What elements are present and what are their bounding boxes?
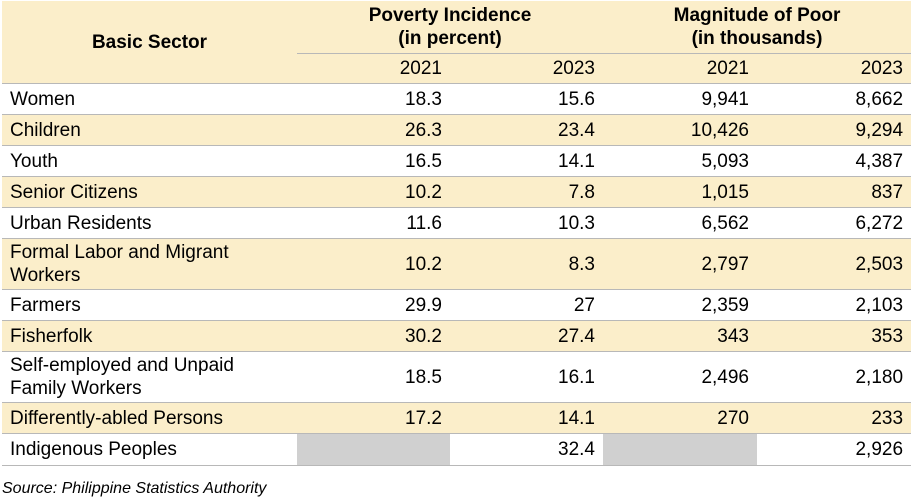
value-cell: 16.1	[450, 351, 603, 403]
value-cell: 10.3	[450, 207, 603, 239]
table-row: Youth 16.5 14.1 5,093 4,387	[2, 145, 912, 177]
year-header: 2021	[603, 53, 757, 84]
value-cell: 9,941	[603, 83, 757, 115]
value-cell: 6,562	[603, 207, 757, 239]
table-row: Senior Citizens 10.2 7.8 1,015 837	[2, 176, 912, 208]
header-row: Basic Sector Poverty Incidence (in perce…	[2, 1, 912, 84]
magnitude-of-poor-title: Magnitude of Poor	[673, 5, 841, 26]
value-cell: 27	[450, 289, 603, 321]
value-cell: 18.5	[297, 351, 450, 403]
poverty-incidence-header: Poverty Incidence (in percent)	[297, 1, 603, 54]
year-header: 2023	[450, 53, 603, 84]
sector-cell: Self-employed and Unpaid Family Workers	[2, 351, 297, 403]
value-cell: 6,272	[757, 207, 912, 239]
value-cell: 8.3	[450, 238, 603, 290]
value-cell: 26.3	[297, 114, 450, 146]
year-row: 2021 2023 2021 2023	[2, 53, 912, 84]
value-cell: 9,294	[757, 114, 912, 146]
not-available-cell	[603, 433, 757, 466]
table-row: Urban Residents 11.6 10.3 6,562 6,272	[2, 207, 912, 239]
poverty-table: Basic Sector Poverty Incidence (in perce…	[2, 1, 912, 466]
value-cell: 2,180	[757, 351, 912, 403]
sector-cell: Youth	[2, 145, 297, 177]
table-row: Women 18.3 15.6 9,941 8,662	[2, 83, 912, 115]
sector-cell: Senior Citizens	[2, 176, 297, 208]
value-cell: 29.9	[297, 289, 450, 321]
value-cell: 1,015	[603, 176, 757, 208]
table-row: Indigenous Peoples 32.4 2,926	[2, 433, 912, 466]
value-cell: 10.2	[297, 176, 450, 208]
sector-cell: Urban Residents	[2, 207, 297, 239]
value-cell: 2,503	[757, 238, 912, 290]
value-cell: 10,426	[603, 114, 757, 146]
value-cell: 32.4	[450, 433, 603, 466]
value-cell: 2,926	[757, 433, 912, 466]
poverty-incidence-title: Poverty Incidence	[368, 5, 532, 26]
value-cell: 11.6	[297, 207, 450, 239]
value-cell: 2,103	[757, 289, 912, 321]
value-cell: 16.5	[297, 145, 450, 177]
year-header: 2021	[297, 53, 450, 84]
poverty-incidence-unit: (in percent)	[398, 28, 502, 49]
value-cell: 8,662	[757, 83, 912, 115]
value-cell: 10.2	[297, 238, 450, 290]
value-cell: 14.1	[450, 145, 603, 177]
value-cell: 7.8	[450, 176, 603, 208]
table-row: Farmers 29.9 27 2,359 2,103	[2, 289, 912, 321]
not-available-cell	[297, 433, 450, 466]
value-cell: 17.2	[297, 402, 450, 434]
sector-cell: Children	[2, 114, 297, 146]
magnitude-of-poor-header: Magnitude of Poor (in thousands)	[603, 1, 912, 54]
sector-cell: Fisherfolk	[2, 320, 297, 352]
value-cell: 5,093	[603, 145, 757, 177]
basic-sector-header: Basic Sector	[2, 1, 297, 84]
sector-cell: Formal Labor and Migrant Workers	[2, 238, 297, 290]
year-header: 2023	[757, 53, 912, 84]
value-cell: 14.1	[450, 402, 603, 434]
value-cell: 4,387	[757, 145, 912, 177]
value-cell: 353	[757, 320, 912, 352]
table-row: Differently-abled Persons 17.2 14.1 270 …	[2, 402, 912, 434]
table-row: Children 26.3 23.4 10,426 9,294	[2, 114, 912, 146]
value-cell: 2,359	[603, 289, 757, 321]
value-cell: 233	[757, 402, 912, 434]
magnitude-of-poor-unit: (in thousands)	[691, 28, 823, 49]
value-cell: 30.2	[297, 320, 450, 352]
table-row: Formal Labor and Migrant Workers 10.2 8.…	[2, 238, 912, 290]
source-note: Source: Philippine Statistics Authority	[2, 480, 267, 497]
sector-cell: Indigenous Peoples	[2, 433, 297, 466]
sector-cell: Differently-abled Persons	[2, 402, 297, 434]
value-cell: 343	[603, 320, 757, 352]
value-cell: 27.4	[450, 320, 603, 352]
value-cell: 2,797	[603, 238, 757, 290]
table-row: Fisherfolk 30.2 27.4 343 353	[2, 320, 912, 352]
table-row: Self-employed and Unpaid Family Workers …	[2, 351, 912, 403]
sector-cell: Women	[2, 83, 297, 115]
sector-cell: Farmers	[2, 289, 297, 321]
value-cell: 837	[757, 176, 912, 208]
value-cell: 18.3	[297, 83, 450, 115]
value-cell: 23.4	[450, 114, 603, 146]
value-cell: 2,496	[603, 351, 757, 403]
value-cell: 270	[603, 402, 757, 434]
value-cell: 15.6	[450, 83, 603, 115]
